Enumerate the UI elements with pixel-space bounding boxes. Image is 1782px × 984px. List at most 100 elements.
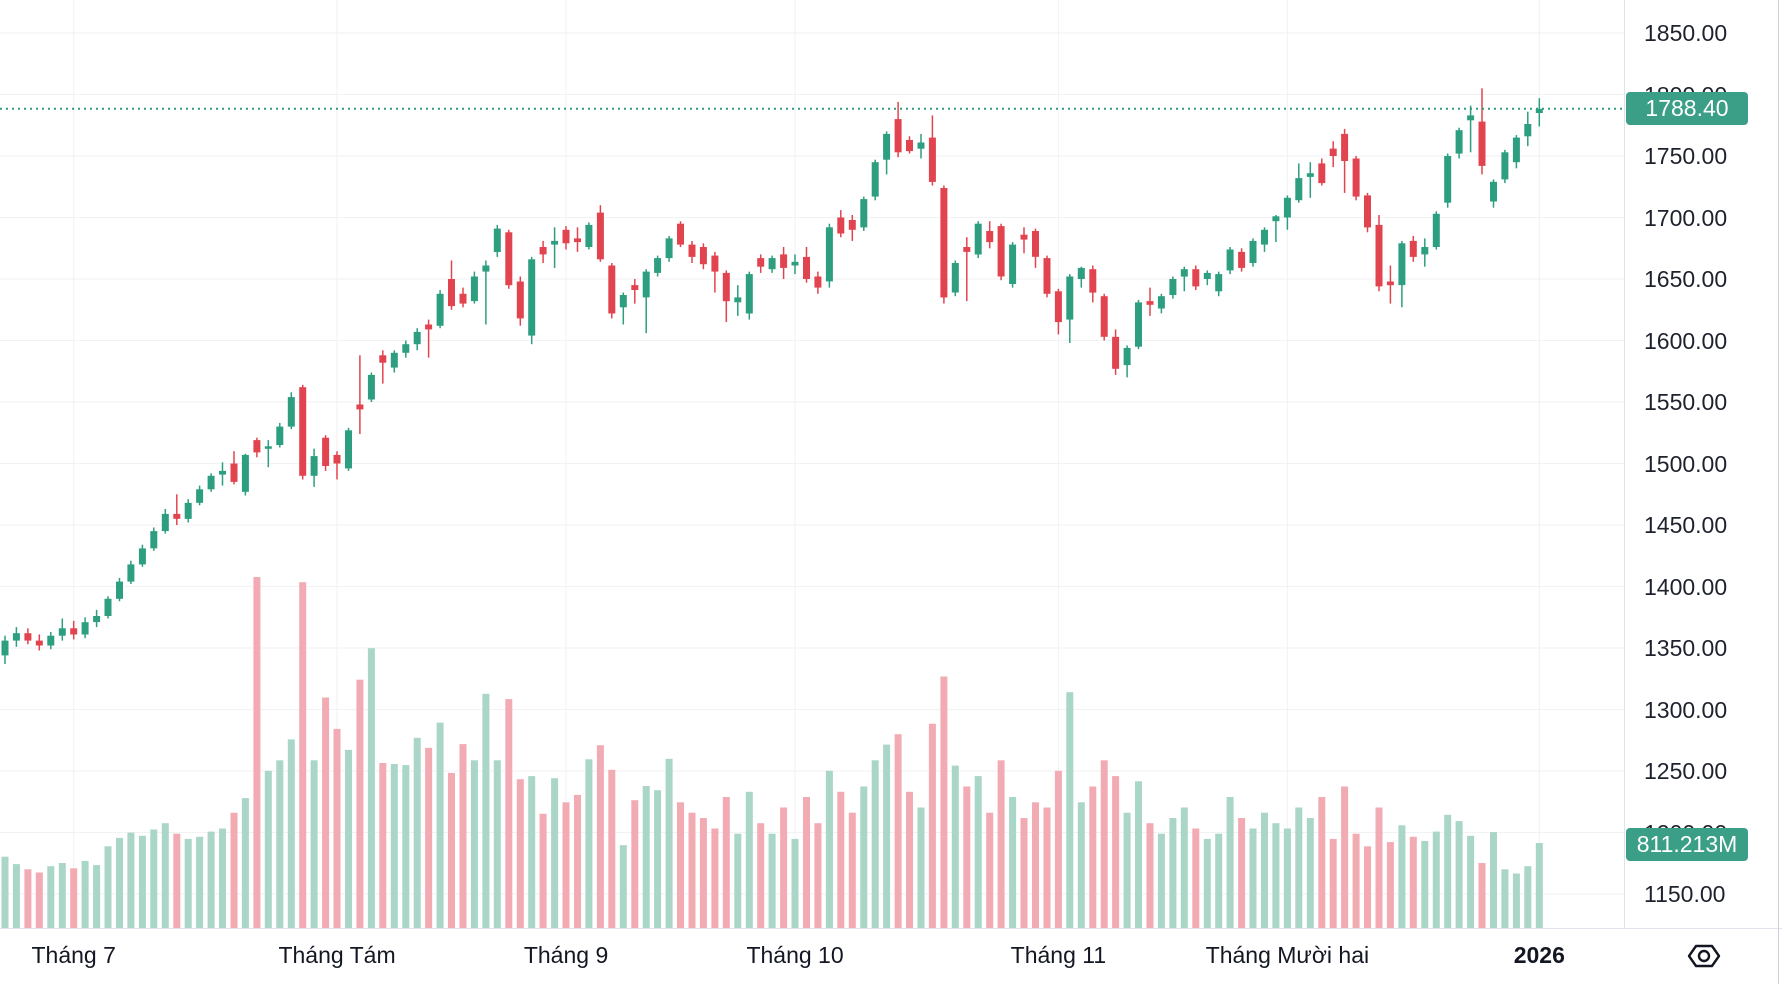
- candle-body: [1409, 240, 1417, 257]
- price-tick-label: 1450.00: [1644, 512, 1728, 538]
- candle-body: [665, 238, 673, 259]
- volume-bar: [230, 812, 238, 928]
- candle-body: [1295, 178, 1303, 201]
- time-axis-label: Tháng Mười hai: [1205, 942, 1370, 968]
- volume-bar: [768, 833, 776, 928]
- volume-bar: [150, 829, 158, 928]
- candle-body: [1272, 216, 1280, 222]
- volume-bar: [1, 856, 9, 928]
- candle-body: [35, 640, 43, 646]
- candle-body: [1066, 276, 1074, 320]
- candle-body: [333, 454, 341, 464]
- price-scale-visibility-button[interactable]: [1687, 941, 1721, 971]
- candle-body: [1157, 296, 1165, 309]
- candle-body: [539, 247, 547, 255]
- candle-body: [367, 374, 375, 400]
- volume-bar: [1077, 802, 1085, 928]
- volume-bar: [951, 765, 959, 928]
- volume-bar: [1341, 786, 1349, 928]
- volume-bar: [1524, 866, 1532, 928]
- time-scale[interactable]: Tháng 7 Tháng Tám Tháng 9 Tháng 10 Tháng 11 T…: [0, 928, 1782, 984]
- candle-body: [963, 247, 971, 252]
- candle-body: [1112, 336, 1120, 369]
- candle-body: [699, 247, 707, 265]
- candle-body: [860, 199, 868, 228]
- volume-bar: [116, 837, 123, 928]
- volume-bar: [493, 760, 501, 928]
- candle-body: [1318, 163, 1326, 184]
- volume-bar: [1180, 807, 1188, 928]
- candle-body: [757, 258, 765, 267]
- candle-body: [974, 223, 982, 255]
- price-tick-label: 1750.00: [1644, 143, 1728, 169]
- candle-body: [184, 502, 192, 519]
- candle-body: [459, 293, 467, 304]
- volume-bar: [287, 739, 295, 928]
- volume-bar: [276, 760, 284, 928]
- volume-bar: [665, 758, 673, 928]
- candle-body: [70, 628, 78, 635]
- candle-body: [150, 531, 158, 549]
- candle-body: [1089, 269, 1097, 293]
- candle-body: [631, 285, 639, 290]
- candle-body: [1180, 269, 1188, 277]
- candle-body: [871, 162, 879, 197]
- volume-bar: [1054, 770, 1062, 928]
- volume-bar: [402, 765, 410, 928]
- candle-body: [1398, 243, 1406, 286]
- volume-bar: [654, 790, 662, 928]
- candle-body: [436, 293, 444, 326]
- volume-bar: [745, 791, 753, 928]
- volume-bar: [1238, 818, 1246, 928]
- volume-bar: [585, 759, 593, 928]
- volume-bar: [425, 747, 433, 928]
- candle-body: [47, 635, 55, 646]
- candle-body: [322, 437, 330, 466]
- candle-body: [287, 397, 295, 427]
- volume-bar: [196, 836, 204, 928]
- volume-bar: [1215, 833, 1223, 928]
- candle-body: [1341, 133, 1349, 161]
- volume-bar: [1375, 807, 1383, 928]
- candle-body: [677, 223, 684, 245]
- candle-body: [791, 261, 799, 266]
- volume-bar: [1535, 843, 1543, 928]
- candle-body: [104, 598, 112, 616]
- candle-body: [1375, 224, 1383, 287]
- price-tick-label: 1350.00: [1644, 635, 1728, 661]
- volume-bar: [1169, 818, 1177, 928]
- price-chart-canvas[interactable]: [0, 0, 1624, 928]
- candle-body: [1329, 148, 1337, 156]
- volume-bar: [104, 846, 112, 928]
- candlestick-chart[interactable]: [0, 0, 1624, 928]
- candle-body: [928, 137, 936, 182]
- volume-bar: [1306, 818, 1314, 928]
- candle-body: [93, 616, 101, 623]
- volume-bar: [848, 812, 856, 928]
- time-axis-label: Tháng 7: [31, 942, 116, 968]
- volume-bar: [1100, 760, 1108, 928]
- volume-bar: [241, 798, 249, 928]
- candle-body: [1123, 347, 1131, 366]
- price-scale[interactable]: 1150.001200.001250.001300.001350.001400.…: [1624, 0, 1782, 928]
- candle-body: [470, 276, 478, 302]
- candle-body: [230, 463, 238, 482]
- volume-bar: [127, 832, 135, 928]
- candle-body: [917, 142, 925, 149]
- volume-bar: [1329, 838, 1337, 928]
- candle-body: [642, 271, 650, 298]
- candle-body: [413, 331, 421, 345]
- price-tick-label: 1250.00: [1644, 758, 1728, 784]
- volume-bar: [642, 786, 650, 928]
- volume-bar: [906, 791, 913, 928]
- candle-body: [493, 228, 501, 252]
- price-tick-label: 1400.00: [1644, 573, 1728, 600]
- volume-bar: [459, 744, 467, 928]
- candle-body: [848, 220, 856, 230]
- candle-body: [241, 454, 249, 492]
- volume-bar: [436, 722, 444, 928]
- candle-body: [482, 265, 490, 272]
- candle-body: [356, 404, 364, 410]
- volume-bar: [791, 838, 799, 928]
